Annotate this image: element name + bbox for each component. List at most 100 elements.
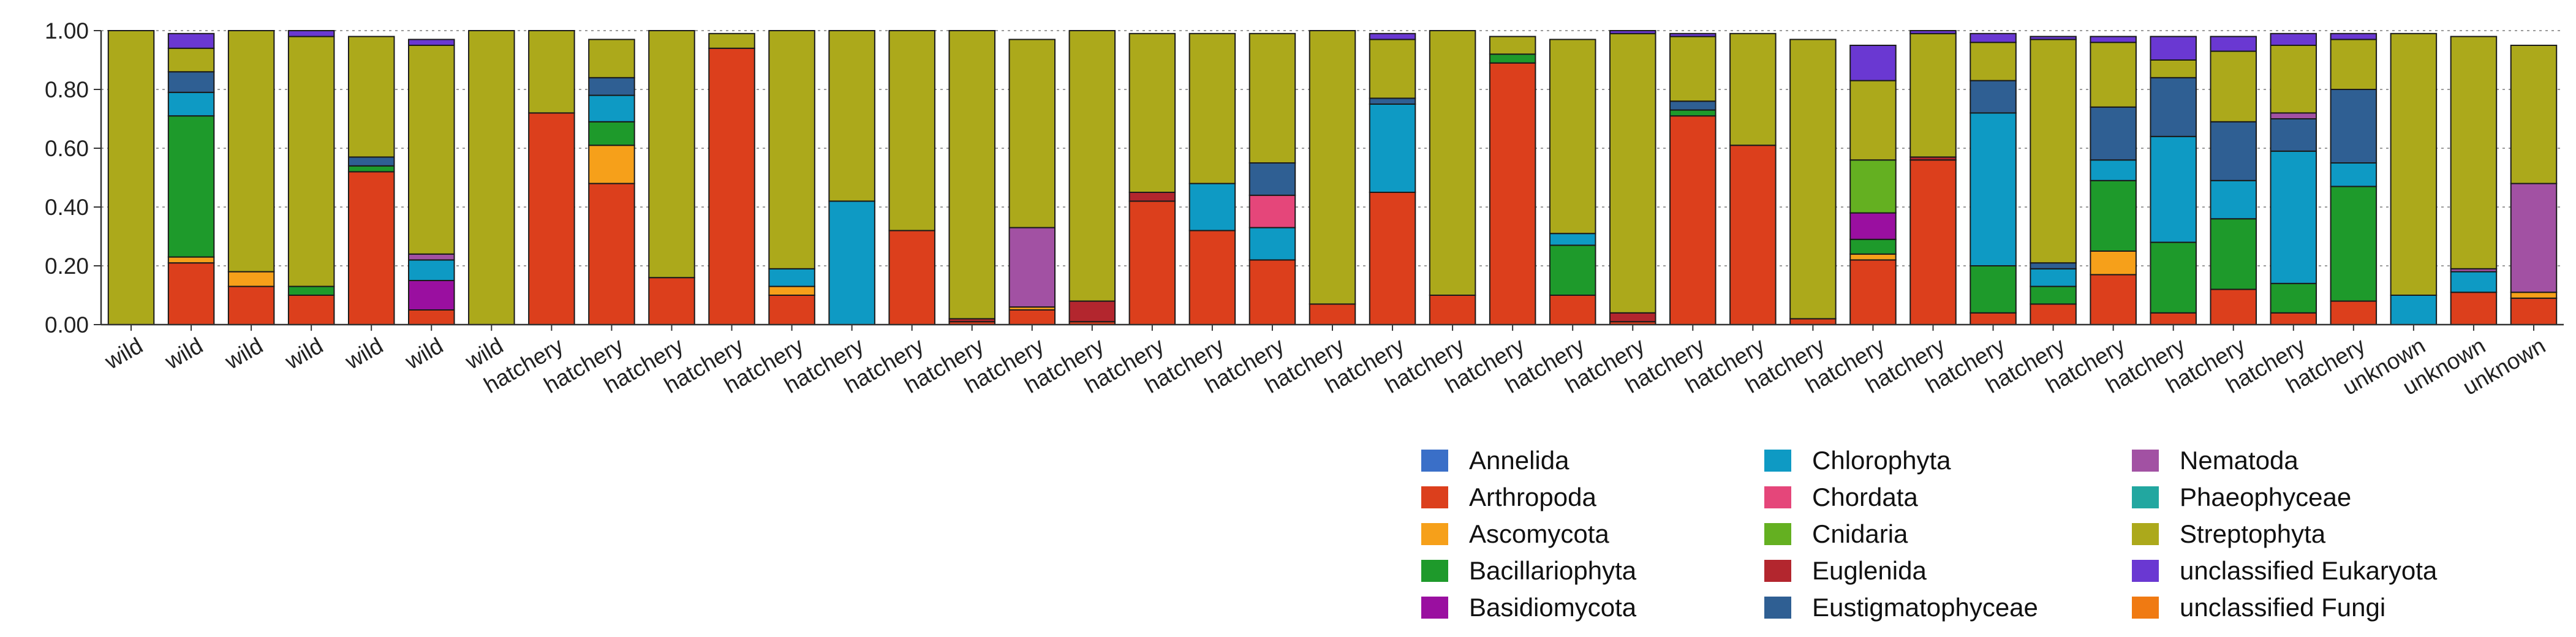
bar-segment-streptophyta: [1970, 42, 2017, 81]
bar-segment-unclassified-eukaryota: [2030, 36, 2077, 40]
bar-segment-arthropoda: [1128, 200, 1176, 325]
bar-segment-unclassified-eukaryota: [1909, 30, 1957, 34]
bar-segment-streptophyta: [528, 30, 575, 114]
legend-item: unclassified Eukaryota: [2132, 552, 2512, 589]
legend-label: Arthropoda: [1469, 483, 1596, 511]
bar-segment-basidiomycota: [1849, 212, 1897, 240]
bar-segment-streptophyta: [1429, 30, 1476, 296]
bar-segment-arthropoda: [1970, 312, 2017, 325]
bar-segment-bacillariophyta: [347, 165, 395, 173]
bar-segment-arthropoda: [1849, 259, 1897, 325]
bar-segment-chlorophyta: [408, 259, 455, 281]
bar-segment-streptophyta: [1489, 36, 1536, 55]
bar-segment-arthropoda: [1909, 159, 1957, 325]
legend-label: unclassified Eukaryota: [2180, 556, 2438, 585]
bar-segment-nematoda: [1008, 227, 1056, 308]
legend-label: Chlorophyta: [1812, 446, 1951, 475]
legend-swatch: [1764, 523, 1791, 545]
bar-segment-arthropoda: [2450, 292, 2498, 326]
legend-swatch: [2132, 450, 2159, 472]
bar-segment-euglenida: [1128, 192, 1176, 202]
bar-segment-nematoda: [408, 253, 455, 261]
x-tick-label: wild: [100, 333, 147, 374]
bar-segment-bacillariophyta: [1669, 109, 1717, 117]
bar-segment-chlorophyta: [2270, 150, 2317, 284]
bar-segment-streptophyta: [107, 30, 155, 325]
bar-segment-euglenida: [1068, 300, 1116, 323]
legend-swatch: [2132, 486, 2159, 508]
bar-segment-eustigmatophyceae: [2030, 262, 2077, 270]
bar-segment-streptophyta: [2150, 59, 2197, 78]
legend-item: Cnidaria: [1764, 516, 2132, 552]
bar-segment-unclassified-eukaryota: [2330, 32, 2378, 40]
bar-segment-ascomycota: [2510, 292, 2558, 299]
legend-item: Annelida: [1421, 442, 1764, 479]
x-tick-label: wild: [281, 333, 328, 374]
legend-swatch: [1764, 597, 1791, 619]
legend-item: Ascomycota: [1421, 516, 1764, 552]
legend-label: unclassified Fungi: [2180, 593, 2386, 622]
bar-segment-chlorophyta: [2330, 162, 2378, 187]
bar-segment-eustigmatophyceae: [2090, 106, 2137, 161]
bar-segment-unclassified-eukaryota: [1609, 30, 1656, 34]
bar-segment-chlorophyta: [1369, 104, 1416, 193]
legend-label: Cnidaria: [1812, 519, 1908, 548]
bar-segment-streptophyta: [1128, 32, 1176, 194]
legend-item: Phaeophyceae: [2132, 479, 2512, 516]
bar-segment-eustigmatophyceae: [1369, 97, 1416, 105]
bar-segment-arthropoda: [2330, 300, 2378, 326]
bar-segment-streptophyta: [648, 30, 695, 279]
bar-segment-ascomycota: [768, 285, 815, 296]
bar-segment-arthropoda: [1669, 115, 1717, 325]
bar-segment-chlorophyta: [1248, 227, 1296, 261]
bar-segment-basidiomycota: [408, 280, 455, 311]
bar-segment-unclassified-eukaryota: [1669, 32, 1717, 37]
bar-segment-streptophyta: [1909, 32, 1957, 158]
legend-label: Basidiomycota: [1469, 593, 1637, 622]
bar-segment-streptophyta: [2030, 39, 2077, 264]
y-tick-label: 0.00: [45, 312, 89, 337]
legend-label: Eustigmatophyceae: [1812, 593, 2038, 622]
bar-segment-streptophyta: [2270, 45, 2317, 114]
legend-item: Nematoda: [2132, 442, 2512, 479]
bar-segment-ascomycota: [2090, 251, 2137, 276]
bar-segment-arthropoda: [1309, 303, 1356, 325]
y-tick-label: 1.00: [45, 18, 89, 43]
bar-segment-streptophyta: [1008, 39, 1056, 228]
bar-segment-arthropoda: [648, 277, 695, 326]
bar-segment-streptophyta: [2330, 39, 2378, 90]
bar-segment-nematoda: [2270, 112, 2317, 119]
bar-segment-arthropoda: [1549, 295, 1596, 325]
bar-segment-chlorophyta: [1970, 112, 2017, 266]
y-tick-label: 0.20: [45, 254, 89, 279]
bar-segment-eustigmatophyceae: [1669, 100, 1717, 111]
legend-label: Phaeophyceae: [2180, 483, 2352, 511]
bar-segment-chlorophyta: [2450, 271, 2498, 293]
bar-segment-eustigmatophyceae: [2150, 77, 2197, 137]
bar-segment-streptophyta: [1609, 32, 1656, 314]
bar-segment-bacillariophyta: [2090, 179, 2137, 252]
bar-segment-arthropoda: [408, 309, 455, 325]
bar-segment-arthropoda: [1369, 192, 1416, 325]
bar-segment-chlorophyta: [2390, 295, 2438, 325]
bar-segment-chlorophyta: [1188, 183, 1236, 232]
bar-segment-streptophyta: [1849, 80, 1897, 161]
bar-segment-chlorophyta: [2150, 135, 2197, 243]
legend-label: Ascomycota: [1469, 519, 1609, 548]
legend-swatch: [1764, 450, 1791, 472]
bar-segment-streptophyta: [167, 47, 215, 73]
bar-segment-streptophyta: [1369, 39, 1416, 99]
bar-segment-streptophyta: [1068, 30, 1116, 302]
bar-segment-bacillariophyta: [1970, 265, 2017, 314]
bar-segment-streptophyta: [287, 36, 335, 287]
bar-segment-streptophyta: [468, 30, 515, 325]
legend-item: Streptophyta: [2132, 516, 2512, 552]
legend-item: Euglenida: [1764, 552, 2132, 589]
bar-segment-streptophyta: [1188, 32, 1236, 184]
bar-segment-chlorophyta: [2090, 159, 2137, 181]
bar-segment-arthropoda: [2090, 274, 2137, 325]
bar-segment-unclassified-eukaryota: [167, 32, 215, 49]
bar-segment-chlorophyta: [588, 94, 635, 123]
bar-segment-streptophyta: [1669, 36, 1717, 102]
bar-segment-arthropoda: [1188, 230, 1236, 325]
